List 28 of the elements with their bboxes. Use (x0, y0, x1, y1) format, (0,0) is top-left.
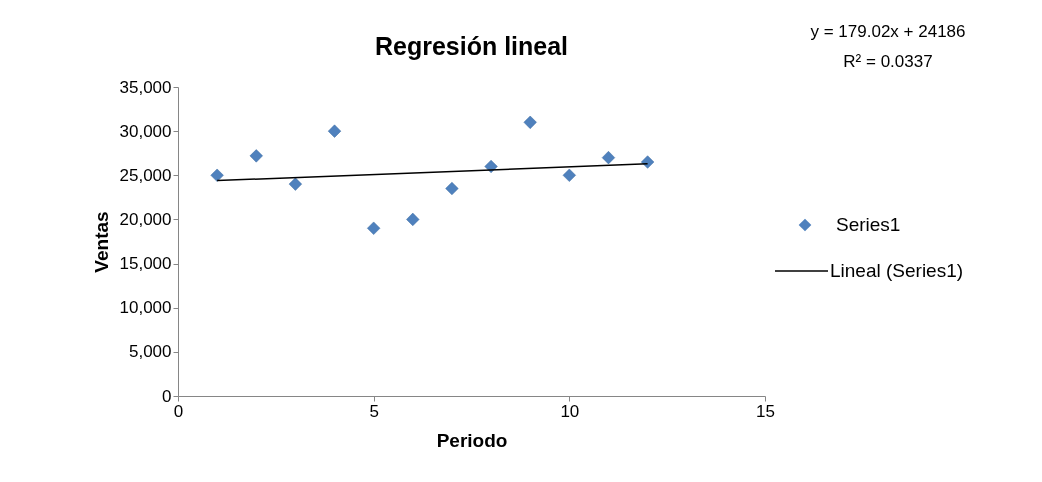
point (367, 221, 381, 235)
y-tick-label: 25,000 (119, 165, 172, 185)
chart-title: Regresión lineal (374, 32, 569, 60)
x-axis-title: Periodo (436, 429, 508, 451)
point (562, 168, 576, 182)
point (249, 149, 263, 163)
y-tick-label: 20,000 (119, 209, 172, 229)
point (327, 124, 342, 138)
y-tick-label: 30,000 (119, 121, 172, 141)
point (210, 168, 224, 182)
y-axis-title: Ventas (90, 211, 112, 273)
x-tick-label: 5 (369, 401, 379, 421)
x-tick-label: 15 (756, 401, 775, 421)
point (523, 115, 537, 129)
legend-label: Lineal (Series1) (830, 260, 964, 281)
legend-label: Series1 (836, 214, 901, 235)
point (288, 177, 302, 191)
x-tick-label: 10 (560, 401, 580, 421)
point (601, 151, 616, 165)
y-tick-label: 10,000 (119, 298, 172, 318)
y-tick-label: 15,000 (119, 254, 172, 274)
y-tick-label: 35,000 (119, 77, 172, 97)
text: R² = 0.0337 (843, 52, 933, 71)
point (445, 181, 459, 196)
y-tick-label: 5,000 (128, 342, 172, 362)
point (406, 212, 420, 226)
y-tick-label: 0 (162, 386, 172, 406)
text: y = 179.02x + 24186 (810, 22, 966, 41)
